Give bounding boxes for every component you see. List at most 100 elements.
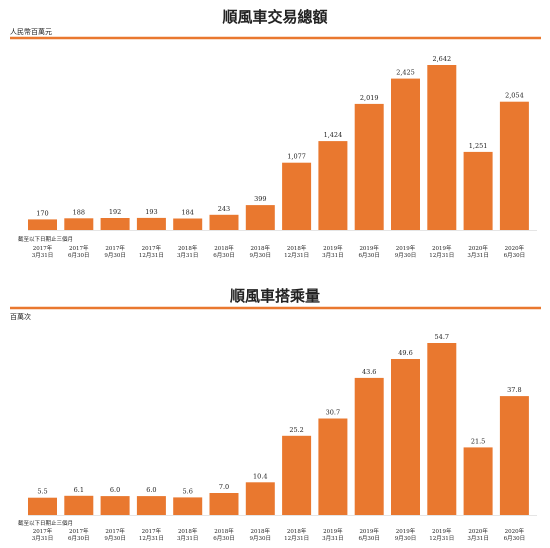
bar [64,495,94,515]
bar [28,497,57,515]
x-tick-label-date: 3月31日 [322,535,344,542]
x-tick-label-date: 3月31日 [32,535,54,542]
period-label: 截至以下日期止三個月 [18,519,73,527]
bar [245,205,275,230]
unit-label: 百萬次 [10,312,31,321]
x-tick-label-date: 12月31日 [284,252,309,259]
x-tick-label-year: 2019年 [396,244,416,252]
x-tick-label-year: 2019年 [359,244,379,252]
x-tick-label-year: 2019年 [323,527,343,535]
x-tick-label-year: 2017年 [142,527,162,535]
bar-value-label: 6.1 [74,486,84,494]
x-tick-label-date: 12月31日 [139,535,164,542]
x-tick-label-year: 2019年 [432,244,452,252]
bar-value-label: 1,424 [324,131,343,139]
bar [136,496,166,515]
bar-value-label: 37.8 [507,386,521,394]
x-tick-label-year: 2017年 [105,527,125,535]
bar-value-label: 10.4 [253,472,267,480]
bar [463,447,493,515]
bar [28,219,57,230]
x-tick-label-year: 2019年 [323,244,343,252]
x-tick-label-date: 3月31日 [177,535,199,542]
bar-value-label: 54.7 [435,333,449,341]
bar [463,151,493,230]
bar [64,218,94,230]
bar-value-label: 6.0 [146,486,156,494]
bar-value-label: 2,019 [360,94,379,102]
x-tick-label-date: 6月30日 [504,535,526,542]
bar-group [28,65,529,230]
bar [136,217,166,230]
x-tick-label-date: 6月30日 [213,252,235,259]
bar-value-label: 7.0 [219,483,229,491]
rides-chart: 順風車搭乘量 百萬次 5.5 6.1 6.0 6.0 5.6 7.0 10.4 25.2 30.… [10,287,541,542]
bar [499,101,529,230]
value-label-group: 170 188 192 193 184 243 399 1,077 1,424 2,019 2,42… [36,55,523,217]
bar [427,343,457,515]
bar-value-label: 5.5 [37,488,47,496]
chart-title: 順風車交易總額 [221,8,327,26]
bar [282,162,312,230]
x-tick-label-date: 9月30日 [250,252,272,259]
bar-value-label: 188 [73,208,85,216]
x-tick-label-year: 2018年 [214,527,234,535]
bar [173,218,203,230]
bar [499,396,529,515]
bar-value-label: 30.7 [326,409,340,417]
bar-value-label: 192 [109,208,121,216]
bar-value-label: 5.6 [183,487,193,495]
x-tick-label-year: 2020年 [505,527,525,535]
x-tick-label-date: 12月31日 [429,535,454,542]
x-tick-label-date: 3月31日 [467,535,489,542]
x-tick-label-date: 9月30日 [395,252,417,259]
x-tick-label-year: 2020年 [468,527,488,535]
value-label-group: 5.5 6.1 6.0 6.0 5.6 7.0 10.4 25.2 30.7 43.6 49.6 54… [37,333,521,496]
unit-label: 人民幣百萬元 [10,27,52,36]
bar-value-label: 193 [145,208,157,216]
x-tick-label-date: 9月30日 [104,535,126,542]
bar [245,482,275,515]
x-tick-label-year: 2017年 [142,244,162,252]
bar-value-label: 1,251 [469,142,488,150]
gtv-chart: 順風車交易總額 人民幣百萬元 170 188 192 193 184 243 399 1,07… [10,8,541,259]
x-tick-label-date: 9月30日 [104,252,126,259]
x-tick-label-year: 2017年 [105,244,125,252]
bar-value-label: 2,425 [396,69,415,77]
bar-value-label: 2,054 [505,92,524,100]
bar [354,103,384,230]
x-tick-label-date: 3月31日 [177,252,199,259]
bar [318,141,348,230]
bar-value-label: 21.5 [471,437,485,445]
x-tick-label-year: 2019年 [432,527,452,535]
bar [318,418,348,515]
x-tick-label-year: 2020年 [468,244,488,252]
bar [391,78,420,230]
bar-value-label: 25.2 [289,426,303,434]
bar-value-label: 170 [36,209,48,217]
bar-value-label: 49.6 [398,349,412,357]
x-tick-label-year: 2018年 [287,244,307,252]
bar-value-label: 43.6 [362,368,376,376]
x-tick-label-year: 2020年 [505,244,525,252]
x-tick-label-date: 9月30日 [250,535,272,542]
x-tick-label-date: 12月31日 [139,252,164,259]
x-tick-label-date: 3月31日 [32,252,54,259]
x-tick-label-year: 2017年 [69,244,89,252]
x-tick-label-year: 2018年 [251,527,271,535]
bar-value-label: 399 [254,195,266,203]
period-label: 截至以下日期止三個月 [18,235,73,243]
x-tick-label-date: 6月30日 [358,252,380,259]
x-tick-label-date: 3月31日 [467,252,489,259]
x-tick-label-date: 6月30日 [68,535,90,542]
x-tick-group: 2017年3月31日2017年6月30日2017年9月30日2017年12月31… [32,527,525,542]
bar [209,493,239,515]
bar-value-label: 243 [218,205,230,213]
bar [100,496,130,515]
bar [173,497,203,515]
x-tick-label-date: 12月31日 [284,535,309,542]
x-tick-label-date: 6月30日 [213,535,235,542]
x-tick-group: 2017年3月31日2017年6月30日2017年9月30日2017年12月31… [32,244,525,259]
x-tick-label-year: 2018年 [214,244,234,252]
